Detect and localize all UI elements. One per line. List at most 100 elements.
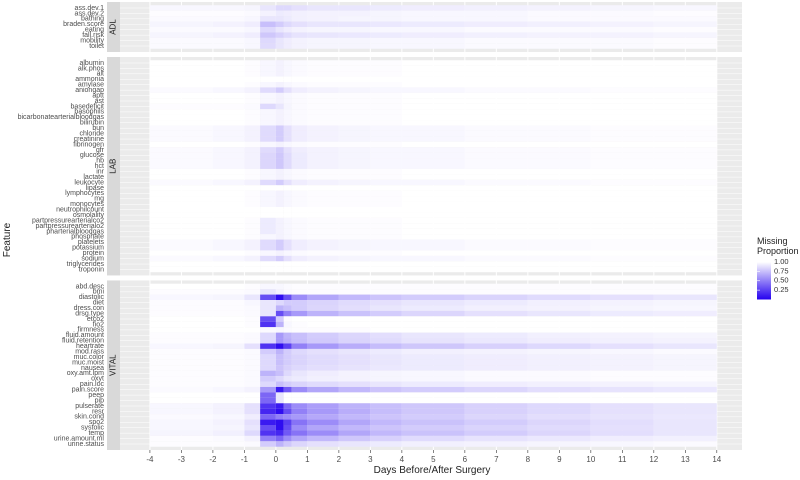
heatmap-cell (260, 289, 276, 295)
heatmap-cell (527, 327, 591, 333)
heatmap-cell (401, 26, 465, 33)
heatmap-cell (464, 190, 528, 197)
heatmap-cell (212, 316, 245, 322)
heatmap-cell (590, 338, 654, 344)
heatmap-cell (149, 332, 213, 339)
heatmap-cell (260, 255, 276, 262)
heatmap-cell (401, 190, 465, 197)
heatmap-cell (307, 185, 339, 191)
heatmap-cell (338, 430, 371, 436)
heatmap-cell (338, 37, 371, 44)
heatmap-cell (283, 201, 292, 207)
heatmap-cell (275, 201, 284, 207)
y-tick-label: firmness (78, 327, 105, 334)
heatmap-cell (275, 60, 284, 66)
heatmap-cell (291, 425, 308, 431)
heatmap-cell (291, 130, 308, 137)
heatmap-cell (275, 206, 284, 213)
heatmap-cell (244, 332, 261, 339)
heatmap-cell (291, 348, 308, 355)
heatmap-cell (244, 403, 261, 409)
heatmap-cell (590, 98, 654, 104)
heatmap-cell (307, 147, 339, 153)
heatmap-cell (338, 16, 371, 22)
heatmap-cell (283, 179, 292, 186)
heatmap-cell (464, 103, 528, 110)
heatmap-cell (291, 310, 308, 317)
heatmap-cell (149, 76, 213, 82)
heatmap-cell (338, 234, 371, 240)
heatmap-cell (307, 338, 339, 344)
heatmap-cell (653, 408, 717, 415)
heatmap-cell (244, 206, 261, 213)
heatmap-cell (212, 109, 245, 115)
heatmap-cell (260, 26, 276, 33)
heatmap-cell (653, 103, 717, 110)
heatmap-cell (244, 114, 261, 121)
heatmap-cell (283, 5, 292, 11)
heatmap-cell (370, 136, 402, 142)
heatmap-cell (307, 201, 339, 207)
heatmap-cell (149, 289, 213, 295)
heatmap-cell (291, 408, 308, 415)
heatmap-cell (464, 365, 528, 371)
heatmap-cell (212, 403, 245, 409)
heatmap-cell (260, 212, 276, 218)
heatmap-cell (275, 250, 284, 256)
heatmap-cell (653, 130, 717, 137)
heatmap-cell (370, 343, 402, 349)
heatmap-cell (401, 403, 465, 409)
heatmap-cell (283, 163, 292, 169)
x-tick-label: 6 (463, 455, 468, 464)
heatmap-cell (527, 147, 591, 153)
heatmap-cell (307, 223, 339, 229)
heatmap-cell (275, 185, 284, 191)
heatmap-cell (338, 71, 371, 77)
heatmap-cell (527, 245, 591, 251)
heatmap-cell (291, 228, 308, 235)
heatmap-cell (527, 206, 591, 213)
heatmap-cell (527, 381, 591, 387)
heatmap-cell (590, 43, 654, 49)
heatmap-cell (291, 158, 308, 164)
heatmap-cell (338, 338, 371, 344)
heatmap-cell (291, 343, 308, 349)
heatmap-cell (283, 414, 292, 420)
heatmap-cell (283, 206, 292, 213)
heatmap-cell (590, 179, 654, 186)
heatmap-cell (291, 294, 308, 301)
heatmap-cell (275, 321, 284, 328)
heatmap-cell (527, 16, 591, 22)
heatmap-cell (212, 310, 245, 317)
heatmap-cell (149, 114, 213, 121)
heatmap-cell (283, 310, 292, 317)
heatmap-cell (370, 43, 402, 49)
heatmap-cell (527, 65, 591, 72)
y-tick-label: muc.color (74, 354, 105, 361)
heatmap-cell (653, 65, 717, 72)
heatmap-cell (464, 136, 528, 142)
y-tick-label: alt (97, 71, 104, 78)
heatmap-cell (401, 76, 465, 82)
heatmap-cell (307, 343, 339, 349)
heatmap-cell (464, 76, 528, 82)
y-tick-label: urine.amount.ml (54, 435, 105, 442)
y-tick-label: lymphocytes (65, 190, 104, 197)
heatmap-cell (338, 141, 371, 148)
heatmap-cell (401, 408, 465, 415)
heatmap-cell (307, 130, 339, 137)
heatmap-cell (260, 266, 276, 273)
y-tick-label: partpressurearterialco2 (32, 217, 104, 224)
heatmap-cell (283, 228, 292, 235)
heatmap-cell (370, 228, 402, 235)
heatmap-cell (291, 65, 308, 72)
heatmap-cell (653, 152, 717, 159)
heatmap-cell (307, 441, 339, 447)
heatmap-cell (401, 136, 465, 142)
heatmap-cell (590, 414, 654, 420)
heatmap-cell (291, 370, 308, 377)
heatmap-cell (401, 327, 465, 333)
heatmap-cell (212, 239, 245, 246)
heatmap-cell (275, 125, 284, 131)
heatmap-cell (212, 201, 245, 207)
